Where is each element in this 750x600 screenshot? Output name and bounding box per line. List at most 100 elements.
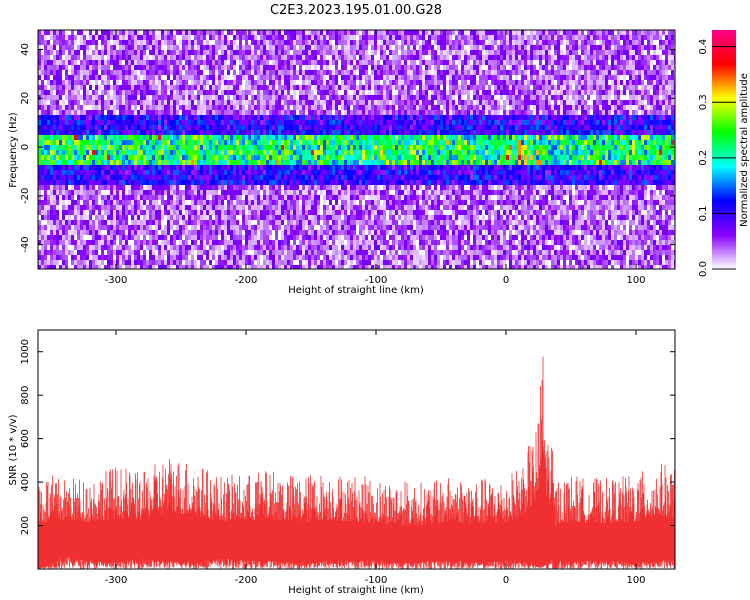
heatmap-cell: [299, 55, 302, 60]
heatmap-cell: [278, 220, 281, 225]
heatmap-cell: [125, 265, 128, 269]
heatmap-cell: [308, 35, 311, 40]
heatmap-cell: [209, 95, 212, 100]
heatmap-cell: [224, 85, 227, 90]
heatmap-cell: [275, 145, 278, 150]
heatmap-cell: [338, 120, 341, 125]
heatmap-cell: [326, 225, 329, 230]
heatmap-cell: [368, 60, 371, 65]
heatmap-cell: [80, 35, 83, 40]
heatmap-cell: [245, 145, 248, 150]
heatmap-cell: [170, 110, 173, 115]
heatmap-cell: [353, 265, 356, 269]
heatmap-cell: [155, 185, 158, 190]
heatmap-cell: [266, 205, 269, 210]
heatmap-cell: [95, 190, 98, 195]
heatmap-cell: [209, 155, 212, 160]
heatmap-cell: [41, 85, 44, 90]
heatmap-cell: [341, 115, 344, 120]
heatmap-cell: [101, 155, 104, 160]
heatmap-cell: [164, 120, 167, 125]
heatmap-cell: [305, 55, 308, 60]
heatmap-cell: [293, 135, 296, 140]
heatmap-cell: [176, 60, 179, 65]
heatmap-cell: [53, 195, 56, 200]
heatmap-cell: [308, 70, 311, 75]
heatmap-cell: [176, 115, 179, 120]
heatmap-cell: [248, 70, 251, 75]
heatmap-cell: [368, 95, 371, 100]
heatmap-cell: [263, 110, 266, 115]
heatmap-cell: [284, 175, 287, 180]
heatmap-cell: [221, 170, 224, 175]
heatmap-cell: [50, 250, 53, 255]
heatmap-cell: [53, 230, 56, 235]
heatmap-cell: [170, 170, 173, 175]
heatmap-cell: [71, 175, 74, 180]
heatmap-cell: [272, 175, 275, 180]
heatmap-cell: [80, 150, 83, 155]
heatmap-cell: [167, 210, 170, 215]
heatmap-cell: [53, 30, 56, 35]
heatmap-cell: [146, 120, 149, 125]
heatmap-cell: [56, 150, 59, 155]
heatmap-cell: [362, 125, 365, 130]
heatmap-cell: [137, 130, 140, 135]
heatmap-cell: [182, 105, 185, 110]
heatmap-cell: [362, 255, 365, 260]
heatmap-cell: [341, 195, 344, 200]
heatmap-cell: [317, 145, 320, 150]
heatmap-cell: [269, 150, 272, 155]
heatmap-cell: [170, 135, 173, 140]
heatmap-cell: [239, 65, 242, 70]
heatmap-cell: [146, 130, 149, 135]
heatmap-cell: [188, 30, 191, 35]
heatmap-cell: [293, 50, 296, 55]
heatmap-cell: [146, 155, 149, 160]
heatmap-cell: [284, 180, 287, 185]
heatmap-cell: [332, 120, 335, 125]
heatmap-cell: [188, 75, 191, 80]
heatmap-cell: [305, 70, 308, 75]
heatmap-cell: [92, 220, 95, 225]
heatmap-cell: [110, 125, 113, 130]
heatmap-cell: [122, 205, 125, 210]
heatmap-cell: [218, 130, 221, 135]
heatmap-cell: [233, 80, 236, 85]
heatmap-cell: [110, 120, 113, 125]
heatmap-cell: [278, 95, 281, 100]
heatmap-cell: [89, 240, 92, 245]
heatmap-cell: [152, 170, 155, 175]
heatmap-cell: [47, 105, 50, 110]
heatmap-cell: [281, 60, 284, 65]
heatmap-cell: [107, 195, 110, 200]
heatmap-cell: [230, 220, 233, 225]
heatmap-cell: [356, 205, 359, 210]
heatmap-cell: [332, 160, 335, 165]
heatmap-cell: [119, 215, 122, 220]
heatmap-cell: [356, 190, 359, 195]
heatmap-cell: [260, 245, 263, 250]
heatmap-cell: [146, 35, 149, 40]
heatmap-cell: [68, 210, 71, 215]
heatmap-cell: [83, 205, 86, 210]
heatmap-cell: [263, 135, 266, 140]
heatmap-cell: [86, 50, 89, 55]
heatmap-cell: [80, 245, 83, 250]
heatmap-cell: [179, 60, 182, 65]
heatmap-cell: [356, 75, 359, 80]
heatmap-cell: [182, 175, 185, 180]
heatmap-cell: [239, 80, 242, 85]
heatmap-cell: [353, 40, 356, 45]
heatmap-cell: [86, 175, 89, 180]
heatmap-cell: [242, 155, 245, 160]
heatmap-cell: [266, 130, 269, 135]
heatmap-cell: [167, 200, 170, 205]
heatmap-cell: [221, 70, 224, 75]
heatmap-cell: [197, 75, 200, 80]
heatmap-cell: [80, 135, 83, 140]
heatmap-cell: [263, 105, 266, 110]
heatmap-cell: [218, 150, 221, 155]
heatmap-cell: [122, 235, 125, 240]
heatmap-cell: [371, 125, 374, 130]
